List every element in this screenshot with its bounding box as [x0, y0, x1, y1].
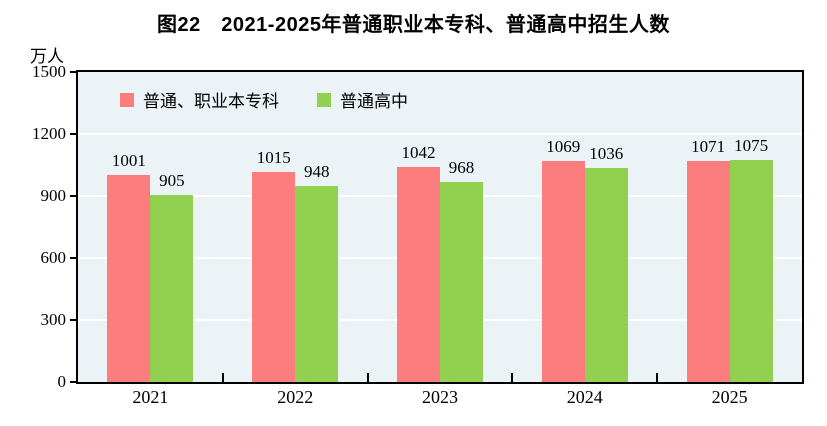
- legend-label-series2: 普通高中: [340, 92, 408, 111]
- x-tick-mark: [511, 373, 514, 382]
- y-tick-mark: [70, 195, 78, 197]
- y-axis-unit-label: 万人: [30, 47, 64, 66]
- x-tick-label-2022: 2022: [277, 387, 314, 407]
- bar-series2-2024: [584, 167, 628, 382]
- data-label-series2-2023: 968: [448, 157, 475, 177]
- y-tick-label-600: 600: [40, 248, 67, 267]
- data-label-series1-2023: 1042: [401, 142, 436, 162]
- y-tick-label-1500: 1500: [32, 62, 66, 81]
- series1-swatch-icon: [120, 92, 134, 107]
- x-tick-label-2023: 2023: [422, 387, 458, 407]
- bar-series2-2023: [440, 181, 483, 382]
- data-label-series2-2022: 948: [303, 162, 330, 182]
- y-tick-mark: [70, 257, 78, 259]
- legend-label-series1: 普通、职业本专科: [143, 92, 279, 111]
- data-label-series2-2025: 1075: [734, 135, 769, 155]
- data-label-series1-2022: 1015: [256, 148, 291, 168]
- data-label-series1-2024: 1069: [546, 137, 581, 157]
- bar-series1-2021: [107, 175, 151, 382]
- y-tick-mark: [70, 71, 78, 73]
- x-tick-mark: [656, 373, 659, 382]
- x-tick-label-2024: 2024: [566, 387, 603, 407]
- bar-series2-2022: [295, 186, 339, 382]
- data-label-series1-2021: 1001: [111, 151, 146, 171]
- y-tick-label-1200: 1200: [32, 124, 66, 143]
- y-tick-label-900: 900: [40, 186, 67, 205]
- legend: 普通、职业本专科 普通高中: [120, 87, 408, 112]
- plot-area: 1001 905 1015 948 1042 968 1069 1036 1071 1075: [78, 72, 802, 382]
- x-tick-mark: [366, 373, 369, 382]
- bar-series1-2023: [397, 166, 440, 382]
- legend-item-series2: 普通高中: [317, 87, 408, 112]
- bar-series2-2025: [729, 159, 773, 382]
- series2-swatch-icon: [317, 92, 331, 107]
- bar-series1-2025: [686, 160, 730, 382]
- data-label-series1-2025: 1071: [691, 136, 726, 156]
- legend-item-series1: 普通、职业本专科: [120, 87, 279, 112]
- data-label-series2-2021: 905: [159, 170, 185, 190]
- gridline: [78, 133, 802, 135]
- chart-title: 图22 2021-2025年普通职业本专科、普通高中招生人数: [157, 14, 670, 36]
- x-tick-label-2021: 2021: [132, 387, 169, 407]
- data-label-series2-2024: 1036: [589, 143, 624, 163]
- bar-series1-2024: [541, 161, 585, 382]
- bar-series2-2021: [150, 194, 194, 382]
- y-tick-mark: [70, 381, 78, 383]
- x-tick-label-2025: 2025: [711, 387, 748, 407]
- y-tick-label-0: 0: [57, 372, 67, 391]
- y-tick-label-300: 300: [40, 310, 67, 329]
- y-tick-mark: [70, 133, 78, 135]
- bar-series1-2022: [252, 172, 296, 382]
- x-tick-mark: [221, 373, 224, 382]
- y-tick-mark: [70, 319, 78, 321]
